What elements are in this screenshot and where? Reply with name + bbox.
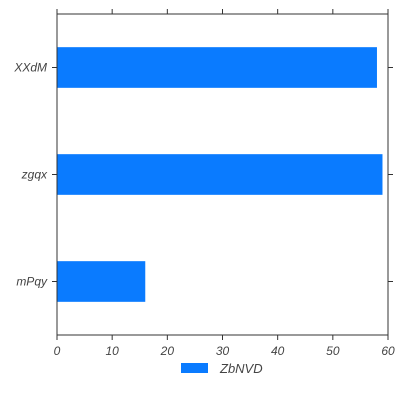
legend-label: ZbNVD [219,361,263,376]
labels-layer: 0 10 20 30 40 50 60 XXdM zgqx mPqy [13,61,395,359]
axes-layer [52,9,393,340]
x-tick-label: 30 [216,344,230,358]
bars-layer [57,47,383,302]
x-tick-label: 60 [381,344,395,358]
bar-mPqy [57,261,146,302]
x-tick-label: 0 [54,344,61,358]
x-tick-label: 40 [271,344,285,358]
bar-zgqx [57,154,383,195]
legend: ZbNVD [181,361,263,376]
x-tick-label: 10 [105,344,119,358]
y-tick-label: mPqy [16,275,48,289]
x-tick-label: 50 [326,344,340,358]
y-tick-label: XXdM [13,61,47,75]
x-tick-label: 20 [160,344,175,358]
bar-XXdM [57,47,377,88]
y-tick-label: zgqx [21,168,48,182]
legend-swatch [181,363,208,373]
